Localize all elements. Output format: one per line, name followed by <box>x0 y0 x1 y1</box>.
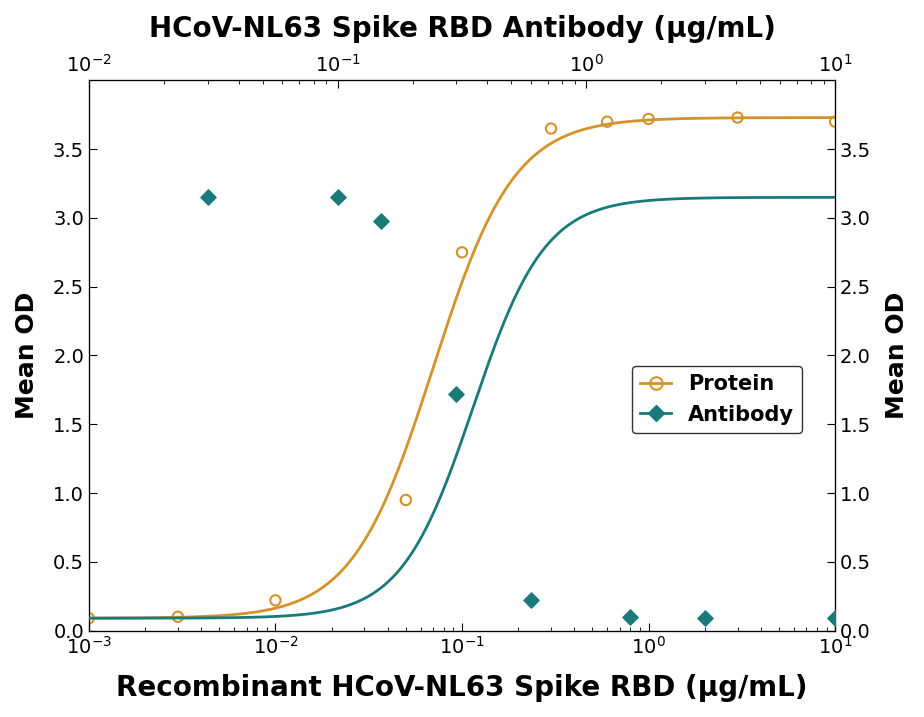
Point <box>398 494 413 505</box>
Point <box>623 611 638 622</box>
Point <box>543 123 558 134</box>
Point <box>828 116 843 128</box>
Point <box>600 116 614 128</box>
Point <box>171 611 186 622</box>
Legend: Protein, Antibody: Protein, Antibody <box>632 366 802 433</box>
Point <box>455 247 469 258</box>
Point <box>330 191 345 203</box>
Point <box>81 612 96 624</box>
Point <box>449 389 464 400</box>
Point <box>268 594 283 606</box>
Point <box>730 112 745 123</box>
Y-axis label: Mean OD: Mean OD <box>15 292 39 419</box>
Point <box>374 215 389 227</box>
Y-axis label: Mean OD: Mean OD <box>885 292 909 419</box>
Point <box>828 612 843 624</box>
Point <box>201 191 215 203</box>
X-axis label: HCoV-NL63 Spike RBD Antibody (μg/mL): HCoV-NL63 Spike RBD Antibody (μg/mL) <box>149 15 775 43</box>
Point <box>698 612 712 624</box>
Point <box>524 594 539 606</box>
X-axis label: Recombinant HCoV-NL63 Spike RBD (μg/mL): Recombinant HCoV-NL63 Spike RBD (μg/mL) <box>116 674 808 702</box>
Point <box>641 113 656 125</box>
